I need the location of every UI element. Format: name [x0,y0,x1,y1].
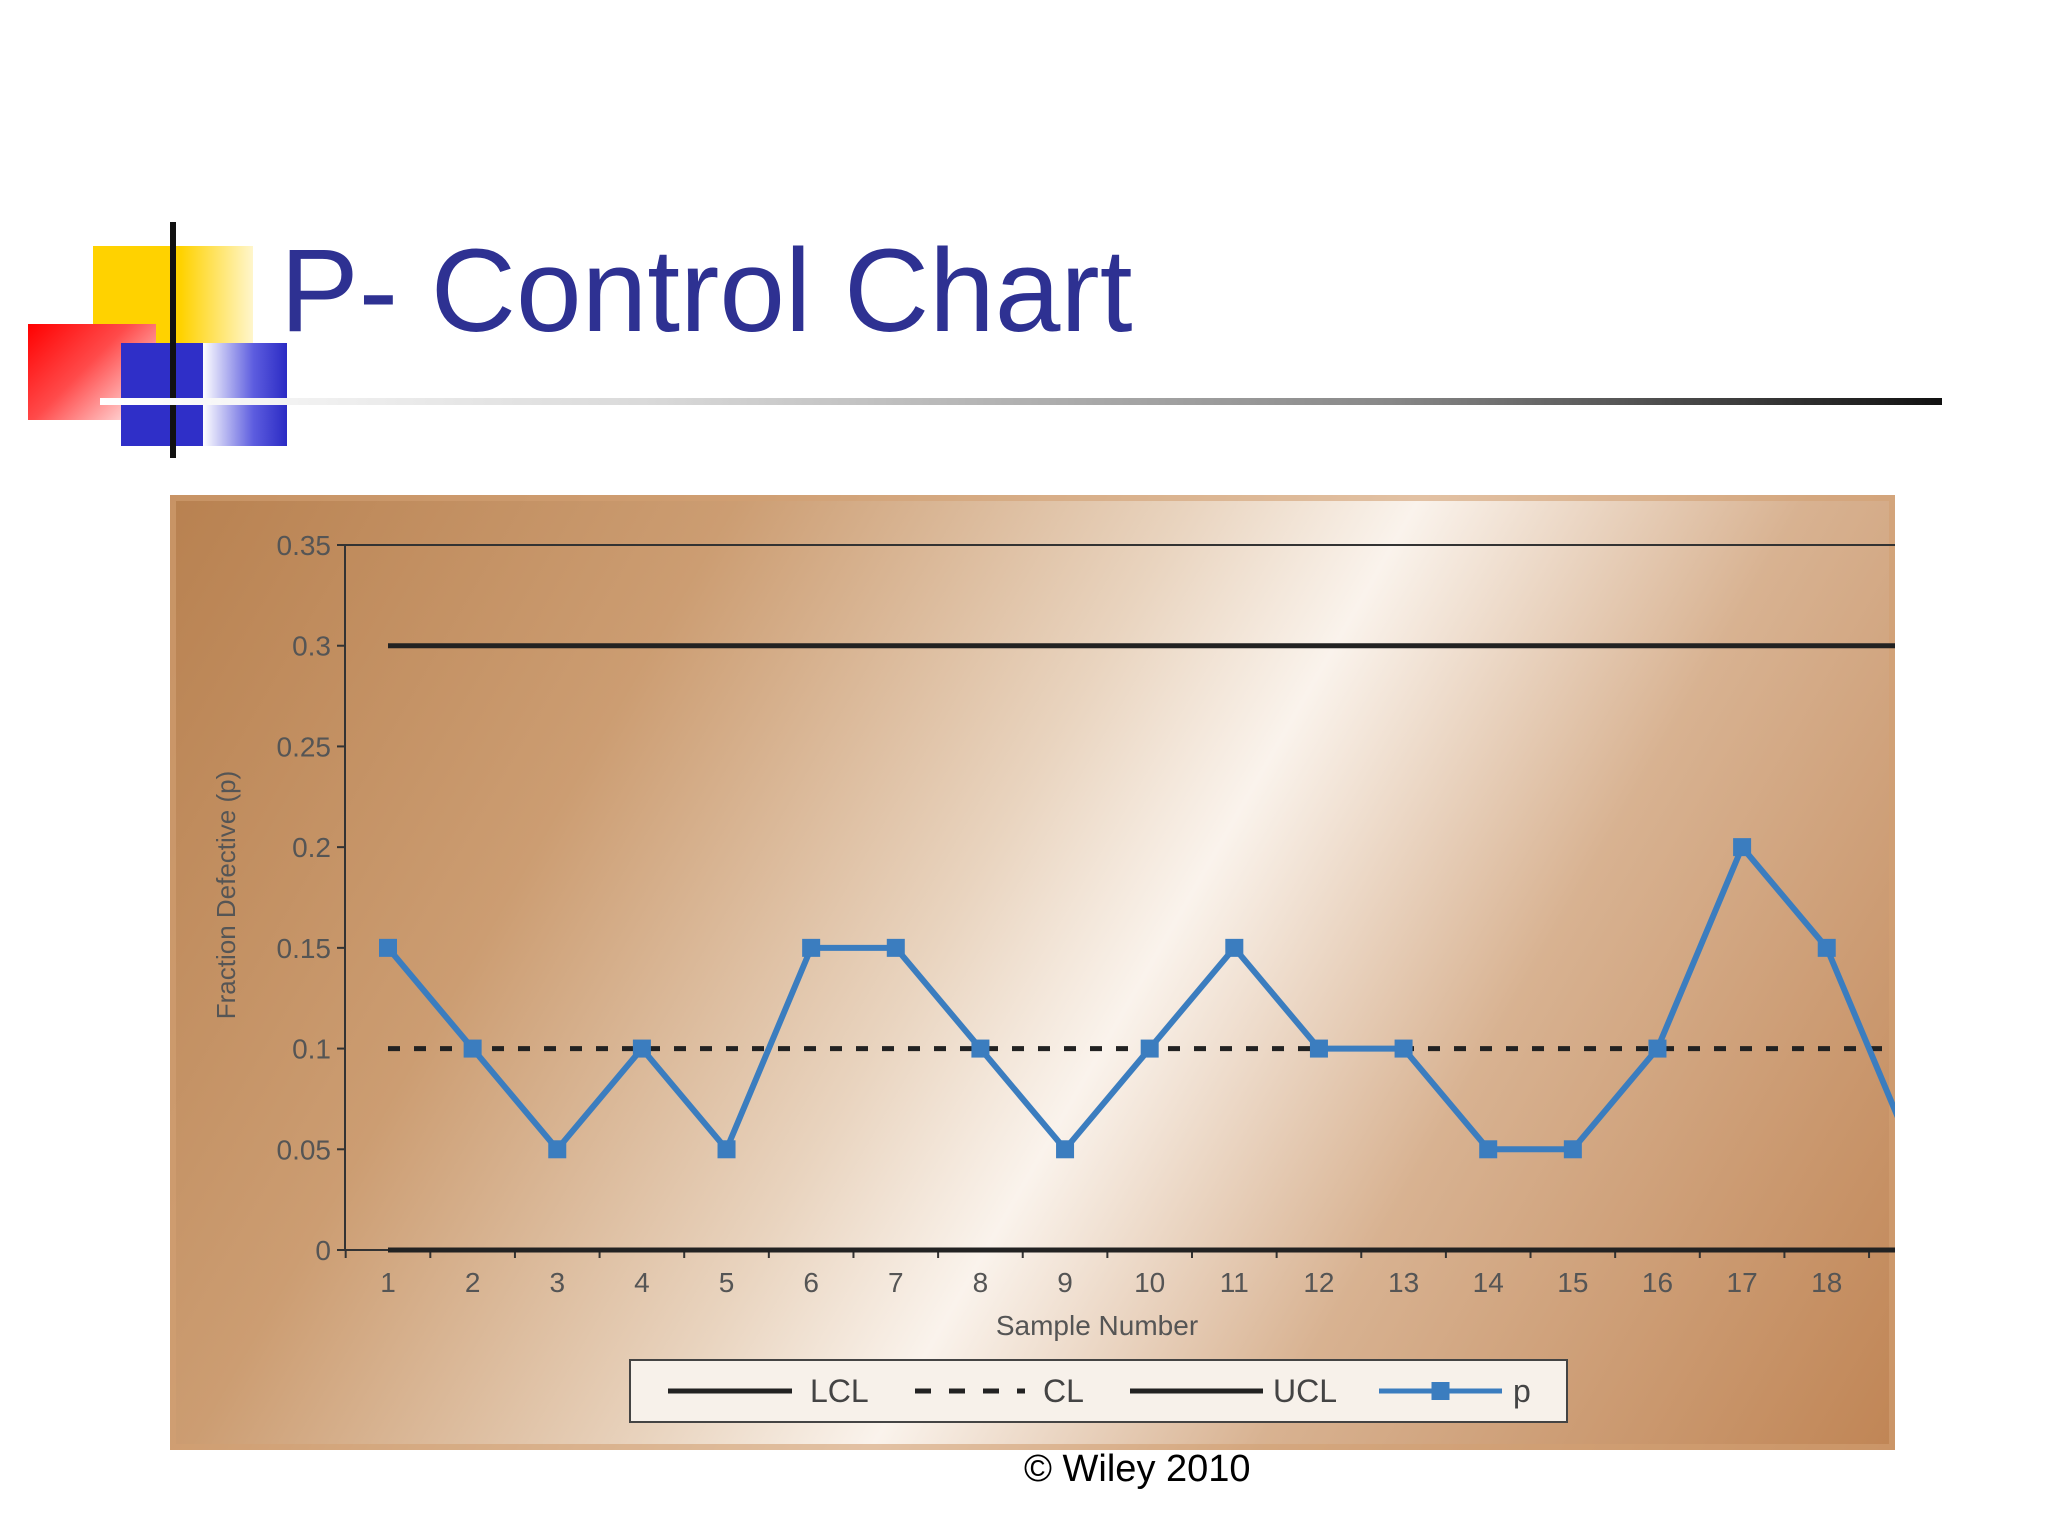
y-tick-label: 0.3 [292,631,331,662]
legend-label-cl: CL [1043,1373,1084,1409]
x-tick-label: 14 [1473,1267,1504,1298]
y-tick-label: 0 [315,1235,331,1266]
x-axis-label: Sample Number [996,1310,1198,1341]
y-tick-label: 0.25 [277,731,332,762]
x-tick-label: 11 [1220,1267,1249,1298]
y-tick-label: 0.2 [292,832,331,863]
p-control-chart: 00.050.10.150.20.250.30.35 1 2 3 4 5 6 7 8 9 10 11… [211,530,1895,1423]
chart-legend: LCL CL UCL p [629,1359,1568,1423]
chart-frame: 0 0.05 0.1 0.15 0.2 0.25 0.3 0.35 1 2 3 4 5 6 7 8 9 10 11… [170,495,1895,1450]
series-p-point [548,1140,567,1159]
x-tick-label: 3 [549,1267,565,1298]
y-tick-label: 0.05 [277,1134,332,1165]
series-p-point [1309,1039,1328,1058]
blue-gradient-square-decoration [203,343,287,446]
legend-label-p: p [1513,1373,1531,1409]
series-p-point [971,1039,990,1058]
series-p-point [1479,1140,1498,1159]
title-underline-rule [100,398,1942,405]
x-tick-label: 8 [973,1267,989,1298]
plot-area [344,544,1895,1251]
series-p-point [1733,838,1752,857]
series-p-point [1648,1039,1667,1058]
legend-marker-p [1431,1382,1450,1400]
vertical-rule-decoration [170,222,176,458]
x-tick-label: 5 [719,1267,735,1298]
x-tick-label: 18 [1811,1267,1842,1298]
series-p-point [886,938,905,957]
series-p-point [379,938,397,957]
x-tick-label: 15 [1557,1267,1588,1298]
series-p [379,838,1895,1159]
x-tick-label: 2 [465,1267,481,1298]
x-tick-label: 17 [1727,1267,1758,1298]
series-p-point [1225,938,1244,957]
x-tick-label: 1 [380,1267,396,1298]
series-p-point [1056,1140,1075,1159]
series-p-point [463,1039,482,1058]
series-p-line [385,844,1895,1153]
series-p-point [1140,1039,1159,1058]
slide-title: P- Control Chart [280,225,1133,357]
series-p-point [632,1039,651,1058]
x-tick-label: 13 [1388,1267,1419,1298]
series-p-point [1563,1140,1582,1159]
x-tick-label: 4 [634,1267,650,1298]
x-tick-label: 16 [1642,1267,1673,1298]
series-p-point [1394,1039,1413,1058]
y-tick-label: 0.35 [277,530,332,561]
y-tick-label: 0.15 [277,933,332,964]
y-axis-label: Fraction Defective (p) [211,771,241,1020]
legend-label-ucl: UCL [1273,1373,1337,1409]
series-p-point [717,1140,736,1159]
x-tick-label: 7 [888,1267,904,1298]
x-axis: 1234567891011121314151617181920 [344,1250,1871,1298]
series-p-point [1817,938,1836,957]
x-tick-label: 12 [1303,1267,1334,1298]
copyright-footer: © Wiley 2010 [1024,1448,1251,1490]
x-tick-label: 9 [1057,1267,1073,1298]
y-axis: 0 0.05 0.1 0.15 0.2 0.25 0.3 0.35 [277,530,345,1266]
x-tick-label: 10 [1134,1267,1165,1298]
series-p-point [802,938,821,957]
x-tick-label: 6 [803,1267,819,1298]
y-tick-label: 0.1 [292,1034,331,1065]
blue-square-decoration [121,343,203,446]
control-limit-lines [388,643,1895,1253]
legend-label-lcl: LCL [810,1373,869,1409]
